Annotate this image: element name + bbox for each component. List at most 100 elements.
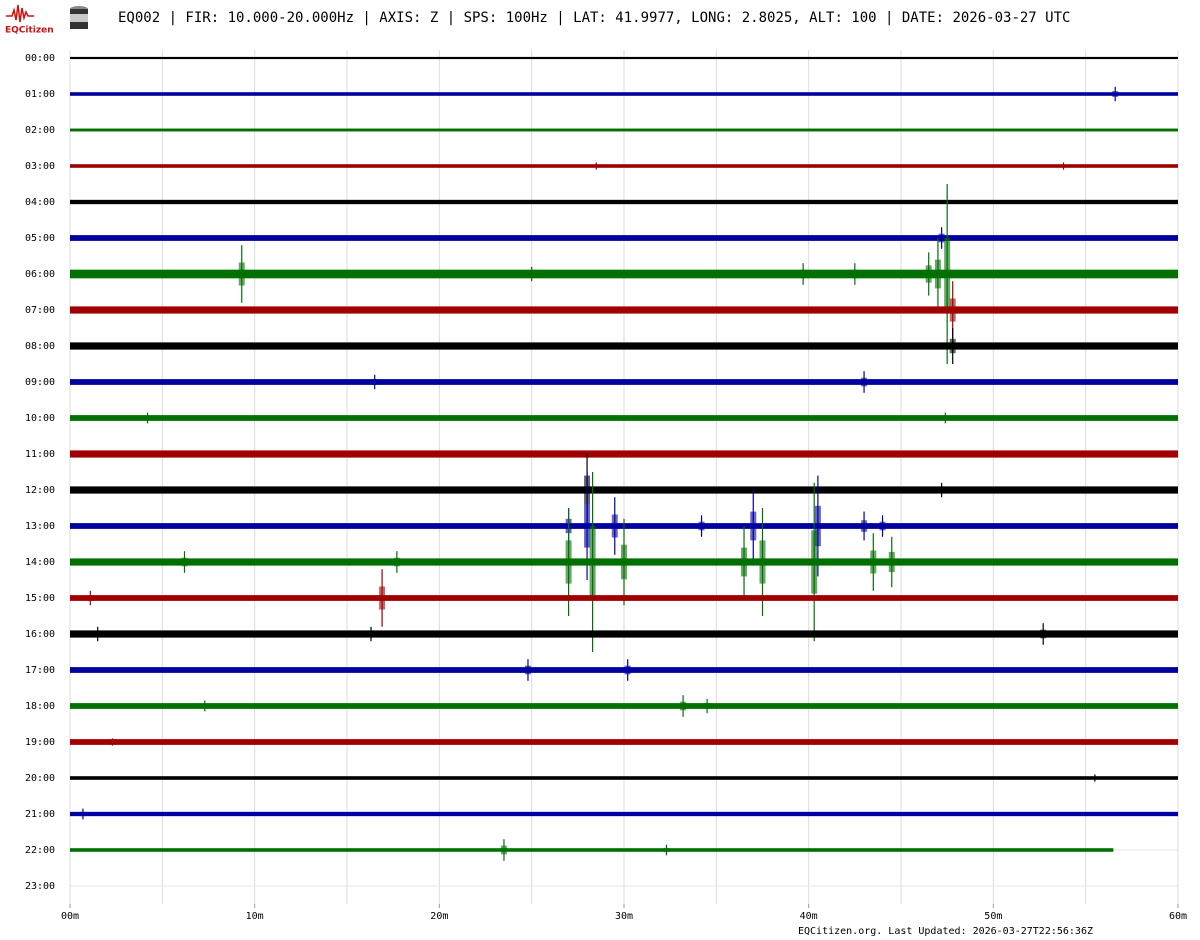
trace-event-burst xyxy=(621,544,627,580)
x-tick-label: 30m xyxy=(615,911,633,922)
trace-event-burst xyxy=(238,262,245,286)
x-tick-label: 40m xyxy=(800,911,818,922)
trace-event-burst xyxy=(942,415,949,421)
trace-noise xyxy=(70,703,1178,709)
logo-wave xyxy=(6,4,34,23)
trace-event-burst xyxy=(944,238,951,310)
trace-event-burst xyxy=(851,269,858,279)
x-tick-label: 50m xyxy=(984,911,1002,922)
row-label: 13:00 xyxy=(25,521,55,532)
trace-noise xyxy=(70,848,1114,852)
footer: EQCitizen.org. Last Updated: 2026-03-27T… xyxy=(798,926,1093,937)
row-label: 12:00 xyxy=(25,485,55,496)
trace-noise xyxy=(70,92,1178,96)
x-tick-label: 00m xyxy=(61,911,79,922)
row-label: 23:00 xyxy=(25,881,55,892)
trace-noise xyxy=(70,306,1178,314)
trace-noise xyxy=(70,128,1178,132)
trace-event-burst xyxy=(861,377,868,387)
trace-event-burst xyxy=(949,338,956,354)
trace-event-burst xyxy=(750,511,757,541)
trace-event-burst xyxy=(593,164,600,168)
trace-event-burst xyxy=(938,233,945,243)
trace-event-burst xyxy=(704,703,711,709)
trace-event-burst xyxy=(589,526,596,598)
trace-event-burst xyxy=(814,505,821,547)
trace-noise xyxy=(70,739,1178,745)
trace-event-burst xyxy=(201,703,208,709)
row-label: 11:00 xyxy=(25,449,55,460)
chart-title: EQ002 | FIR: 10.000-20.000Hz | AXIS: Z |… xyxy=(118,10,1070,26)
trace-event-burst xyxy=(861,520,868,532)
trace-noise xyxy=(70,450,1178,458)
logo-can-band xyxy=(70,14,88,22)
trace-noise xyxy=(70,235,1178,241)
row-label: 06:00 xyxy=(25,269,55,280)
trace-event-burst xyxy=(1112,91,1119,97)
trace-event-burst xyxy=(949,298,956,322)
trace-event-burst xyxy=(888,551,895,573)
trace-noise xyxy=(70,486,1178,494)
row-label: 19:00 xyxy=(25,737,55,748)
trace-noise xyxy=(70,199,1178,205)
row-label: 08:00 xyxy=(25,341,55,352)
trace-event-burst xyxy=(1060,164,1067,168)
trace-noise xyxy=(70,269,1178,279)
trace-event-burst xyxy=(698,521,705,531)
trace-event-burst xyxy=(181,557,188,567)
trace-event-burst xyxy=(663,847,670,853)
row-label: 14:00 xyxy=(25,557,55,568)
row-label: 07:00 xyxy=(25,305,55,316)
trace-noise xyxy=(70,667,1178,673)
row-label: 20:00 xyxy=(25,773,55,784)
row-label: 22:00 xyxy=(25,845,55,856)
x-tick-label: 20m xyxy=(430,911,448,922)
trace-event-burst xyxy=(79,811,86,817)
row-label: 10:00 xyxy=(25,413,55,424)
trace-noise xyxy=(70,342,1178,350)
trace-event-burst xyxy=(500,845,507,855)
row-label: 01:00 xyxy=(25,89,55,100)
row-label: 17:00 xyxy=(25,665,55,676)
trace-noise xyxy=(70,164,1178,168)
row-label: 00:00 xyxy=(25,53,55,64)
trace-event-burst xyxy=(109,740,116,744)
trace-event-burst xyxy=(811,530,818,594)
row-label: 04:00 xyxy=(25,197,55,208)
logo: EQCitizen xyxy=(5,4,88,36)
trace-event-burst xyxy=(879,521,886,531)
x-tick-label: 60m xyxy=(1169,911,1187,922)
row-label: 16:00 xyxy=(25,629,55,640)
trace-event-burst xyxy=(565,540,572,584)
row-label: 03:00 xyxy=(25,161,55,172)
trace-event-burst xyxy=(379,586,386,610)
trace-event-burst xyxy=(800,269,807,279)
trace-event-burst xyxy=(938,487,945,493)
trace-event-burst xyxy=(1040,629,1047,639)
trace-event-burst xyxy=(368,631,375,637)
row-label: 18:00 xyxy=(25,701,55,712)
x-tick-label: 10m xyxy=(246,911,264,922)
trace-event-burst xyxy=(524,665,531,675)
trace-event-burst xyxy=(741,547,748,577)
trace-noise xyxy=(70,811,1178,817)
trace-noise xyxy=(70,379,1178,385)
trace-event-burst xyxy=(528,271,535,277)
row-label: 21:00 xyxy=(25,809,55,820)
trace-event-burst xyxy=(87,595,94,601)
trace-noise xyxy=(70,630,1178,638)
trace-noise xyxy=(70,776,1178,780)
trace-event-burst xyxy=(759,540,766,584)
trace-event-burst xyxy=(371,379,378,385)
row-label: 15:00 xyxy=(25,593,55,604)
trace-event-burst xyxy=(584,504,591,548)
trace-event-burst xyxy=(94,631,101,637)
trace-event-burst xyxy=(870,550,877,574)
trace-noise xyxy=(70,415,1178,421)
trace-event-burst xyxy=(624,665,631,675)
trace-event-burst xyxy=(1091,776,1098,780)
trace-noise xyxy=(70,595,1178,601)
row-label: 05:00 xyxy=(25,233,55,244)
trace-event-burst xyxy=(393,557,400,567)
